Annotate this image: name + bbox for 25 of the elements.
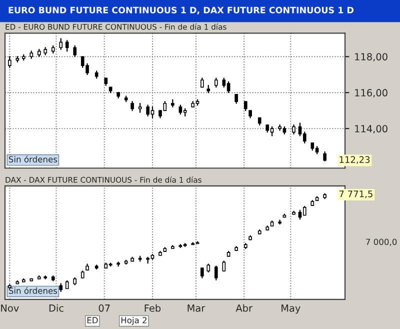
- annotation: 112,23: [340, 156, 370, 164]
- x-tick-label: May: [282, 304, 300, 314]
- text: ED: [87, 317, 98, 324]
- y-tick-label: 116,00: [355, 89, 388, 98]
- candlestick: [222, 260, 226, 272]
- text: Hoja 2: [121, 316, 147, 325]
- candlestick: [214, 266, 218, 280]
- candlestick: [65, 40, 69, 52]
- candlestick: [200, 268, 204, 278]
- text: 7 000,0: [366, 238, 397, 246]
- candlestick: [8, 56, 12, 68]
- chart-title: EURO BUND FUTURE CONTINUOUS 1 D, DAX FUTURE CONTINUOUS 1 D: [8, 6, 354, 15]
- x-tick-label: Mar: [188, 304, 206, 312]
- annotation: 7 771,5: [339, 190, 372, 198]
- candlestick: [73, 45, 77, 58]
- annotation: Sin órdenes: [8, 287, 58, 294]
- candlestick: [59, 38, 63, 50]
- x-tick-label: Feb: [144, 304, 161, 312]
- x-tick-label: Nov: [1, 304, 19, 312]
- x-tick-label: Dic: [49, 304, 64, 312]
- x-tick-label: Abr: [236, 304, 252, 312]
- y-tick-label: 118,00: [355, 53, 388, 62]
- annotation: Sin órdenes: [8, 156, 58, 162]
- x-tick-label: 07: [98, 304, 110, 312]
- y-tick-label: 114,00: [355, 125, 388, 134]
